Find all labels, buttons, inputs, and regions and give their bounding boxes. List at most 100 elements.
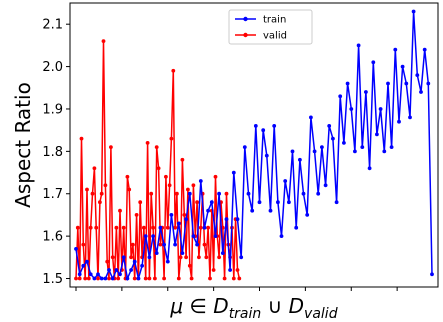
data-point-train [132, 259, 137, 264]
data-point-valid [167, 183, 172, 188]
data-point-train [397, 119, 401, 124]
data-point-valid [79, 136, 84, 141]
data-point-valid [222, 276, 227, 281]
data-point-train [305, 213, 310, 217]
data-point-train [147, 255, 152, 260]
data-point-train [96, 272, 100, 277]
data-point-train [415, 73, 420, 77]
data-point-valid [107, 276, 111, 281]
data-point-train [422, 47, 427, 52]
data-point-train [92, 276, 97, 281]
data-point-train [378, 107, 383, 111]
data-point-valid [127, 187, 132, 192]
data-point-valid [182, 213, 187, 217]
y-tick-label: 1.5 [42, 272, 63, 287]
data-point-valid [121, 225, 126, 230]
data-point-train [411, 9, 416, 14]
data-point-valid [211, 268, 216, 272]
data-point-train [114, 268, 119, 272]
data-point-train [331, 136, 335, 141]
data-point-train [235, 217, 240, 222]
data-point-train [88, 272, 93, 277]
data-point-valid [153, 276, 157, 281]
x-label-sub2: valid [304, 306, 338, 322]
data-point-train [301, 191, 306, 196]
data-point-valid [206, 225, 211, 230]
data-point-train [162, 242, 167, 247]
data-point-train [283, 179, 288, 183]
data-point-valid [98, 200, 102, 205]
data-point-train [107, 268, 111, 272]
legend-valid-label: valid [263, 31, 287, 42]
y-axis-label: Aspect Ratio [11, 82, 35, 208]
data-point-train [334, 200, 339, 205]
data-point-train [345, 81, 350, 86]
data-point-valid [217, 255, 222, 260]
legend-train-label: train [263, 15, 286, 26]
data-point-train [213, 234, 218, 239]
data-point-valid [88, 225, 93, 230]
y-tick-label: 1.8 [42, 145, 63, 160]
y-tick-label: 1.9 [42, 102, 63, 117]
data-point-valid [114, 225, 119, 230]
data-point-train [206, 208, 211, 213]
data-point-valid [204, 255, 209, 260]
data-point-valid [198, 225, 203, 230]
x-axis [75, 287, 398, 291]
data-point-valid [178, 255, 183, 260]
data-point-train [187, 191, 192, 196]
data-point-valid [86, 276, 91, 281]
data-point-valid [134, 213, 139, 217]
data-point-valid [94, 225, 99, 230]
data-point-train [364, 90, 368, 94]
data-point-train [389, 145, 394, 150]
data-point-valid [186, 187, 190, 192]
data-point-train [290, 149, 295, 154]
data-point-train [287, 200, 291, 205]
data-point-valid [142, 225, 146, 230]
data-point-valid [202, 242, 207, 247]
x-label-d2: D [289, 294, 304, 318]
data-point-train [400, 64, 405, 69]
data-point-valid [75, 225, 80, 230]
y-tick-label: 2.1 [42, 18, 63, 33]
data-point-valid [110, 255, 115, 260]
data-point-train [279, 234, 284, 239]
data-point-valid [213, 174, 218, 179]
data-point-train [180, 251, 185, 256]
data-point-valid [184, 255, 189, 260]
y-axis: 1.5 1.6 1.7 1.8 1.9 2.0 2.1 [42, 18, 70, 287]
data-point-train [382, 149, 387, 154]
data-point-train [312, 149, 317, 154]
data-point-train [353, 149, 357, 154]
data-point-valid [129, 255, 134, 260]
data-point-valid [83, 276, 88, 281]
data-point-train [121, 255, 126, 260]
data-point-valid [81, 242, 86, 247]
data-point-train [261, 128, 266, 133]
data-point-valid [74, 276, 78, 281]
data-point-train [184, 217, 189, 222]
data-point-train [136, 276, 141, 281]
data-point-train [253, 124, 258, 128]
data-point-train [158, 225, 163, 230]
data-point-valid [92, 166, 97, 171]
data-point-valid [237, 276, 242, 281]
x-label-sub1: train [229, 306, 262, 322]
data-point-valid [158, 242, 163, 247]
data-point-valid [189, 276, 194, 281]
x-label-cup: ∪ [261, 294, 288, 318]
data-point-valid [164, 174, 168, 179]
data-point-train [356, 43, 361, 48]
data-point-train [154, 251, 159, 256]
data-point-valid [180, 157, 185, 162]
series-line-valid [75, 41, 241, 279]
data-point-train [349, 107, 354, 111]
data-point-valid [116, 276, 121, 281]
series-layer [74, 9, 434, 282]
series-line-train [75, 11, 433, 282]
data-point-train [430, 272, 434, 277]
data-point-train [81, 263, 86, 268]
x-axis-label: μ ∈ Dtrain ∪ Dvalid [169, 294, 337, 322]
data-point-valid [145, 141, 150, 145]
